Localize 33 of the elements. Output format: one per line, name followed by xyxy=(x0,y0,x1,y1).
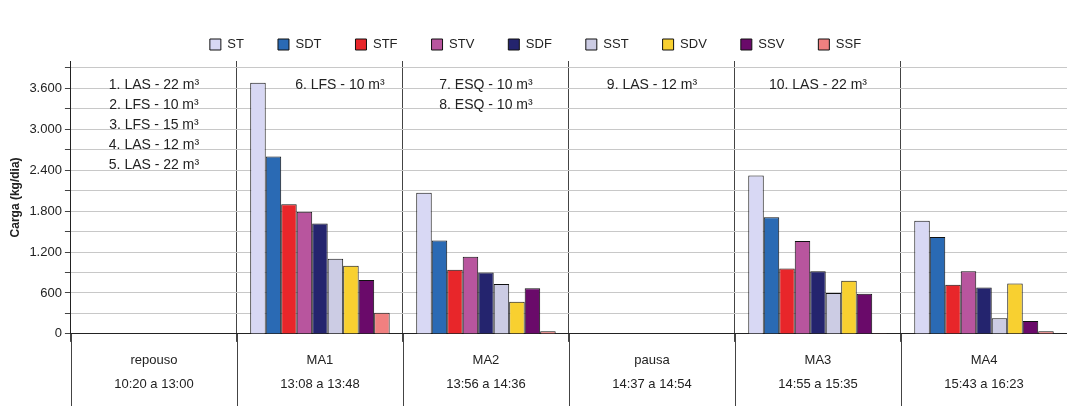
legend-label: SDT xyxy=(295,36,322,52)
annotation: 10. LAS - 22 m³ xyxy=(768,75,868,92)
y-tick-label: 1.800 xyxy=(29,202,62,218)
y-tick-label: 2.400 xyxy=(29,161,62,177)
x-tick-label: MA4 15:43 a 16:23 xyxy=(944,351,1024,391)
legend-label: SDV xyxy=(680,36,708,52)
legend-label: SSF xyxy=(835,36,862,52)
legend-label: STV xyxy=(449,36,475,52)
y-tick-label: 3.000 xyxy=(29,120,62,136)
y-tick-label: 3.600 xyxy=(29,79,62,95)
annotation: 9. LAS - 12 m³ xyxy=(606,75,698,92)
x-tick-label: MA3 14:55 a 15:35 xyxy=(778,351,858,391)
legend-label: ST xyxy=(227,36,245,52)
annotation: 8. ESQ - 10 m³ xyxy=(439,95,533,112)
y-axis-title: Carga (kg/dia) xyxy=(7,157,22,238)
annotation: 2. LFS - 10 m³ xyxy=(109,95,200,112)
x-tick-label: MA2 13:56 a 14:36 xyxy=(446,351,526,391)
annotation: 7. ESQ - 10 m³ xyxy=(439,75,533,92)
annotation: 6. LFS - 10 m³ xyxy=(295,75,386,92)
annotation: 3. LFS - 15 m³ xyxy=(109,115,200,132)
x-tick-label: pausa 14:37 a 14:54 xyxy=(612,351,692,391)
annotation: 1. LAS - 22 m³ xyxy=(108,75,200,92)
y-tick-label: 0 xyxy=(54,325,62,341)
legend-label: SDF xyxy=(525,36,552,52)
x-tick-label: repouso 10:20 a 13:00 xyxy=(114,351,194,391)
y-tick-label: 1.200 xyxy=(29,243,62,259)
legend-label: SSV xyxy=(758,36,785,52)
y-tick-label: 600 xyxy=(40,284,62,300)
annotation: 4. LAS - 12 m³ xyxy=(108,135,200,152)
annotation: 5. LAS - 22 m³ xyxy=(108,155,200,172)
legend-label: STF xyxy=(372,36,398,52)
legend-label: SST xyxy=(603,36,629,52)
x-tick-label: MA1 13:08 a 13:48 xyxy=(280,351,360,391)
